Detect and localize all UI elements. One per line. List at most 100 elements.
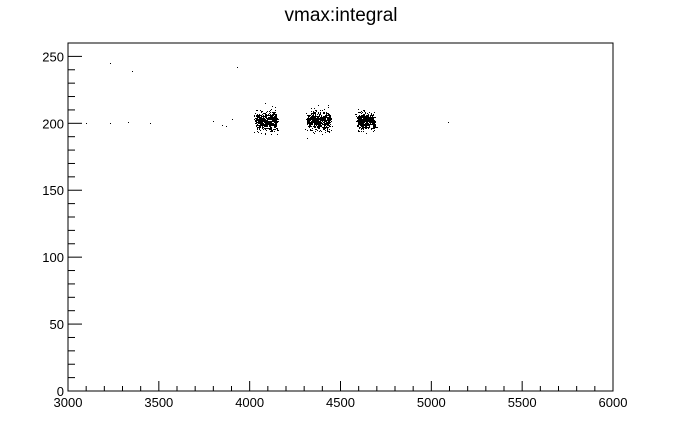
- data-point: [258, 123, 259, 124]
- data-point: [274, 114, 275, 115]
- data-point: [307, 119, 308, 120]
- data-point: [365, 123, 366, 124]
- data-point: [321, 120, 322, 121]
- data-point: [274, 129, 275, 130]
- data-point: [320, 120, 321, 121]
- data-point: [265, 116, 266, 117]
- data-point: [308, 123, 309, 124]
- data-point: [329, 119, 330, 120]
- data-point: [375, 121, 376, 122]
- data-point: [364, 122, 365, 123]
- data-point: [371, 113, 372, 114]
- data-point: [313, 119, 314, 120]
- data-point: [110, 63, 111, 64]
- data-point: [319, 131, 320, 132]
- data-point: [271, 130, 272, 131]
- data-point: [324, 121, 325, 122]
- data-point: [270, 128, 271, 129]
- data-point: [254, 132, 255, 133]
- x-tick-label: 3000: [54, 395, 83, 410]
- data-point: [309, 127, 310, 128]
- data-point: [261, 115, 262, 116]
- data-point: [312, 123, 313, 124]
- data-point: [275, 123, 276, 124]
- data-point: [327, 131, 328, 132]
- data-point: [262, 114, 263, 115]
- data-point: [359, 112, 360, 113]
- data-point: [361, 123, 362, 124]
- data-point: [86, 123, 87, 124]
- data-point: [363, 126, 364, 127]
- data-point: [328, 114, 329, 115]
- data-point: [365, 112, 366, 113]
- data-point: [265, 134, 266, 135]
- data-point: [307, 138, 308, 139]
- data-point: [317, 119, 318, 120]
- data-point: [312, 116, 313, 117]
- data-point: [324, 126, 325, 127]
- data-point: [261, 116, 262, 117]
- data-point: [264, 128, 265, 129]
- data-point: [315, 120, 316, 121]
- data-point: [261, 125, 262, 126]
- data-point: [364, 121, 365, 122]
- data-point: [259, 115, 260, 116]
- data-point: [322, 123, 323, 124]
- data-point: [274, 116, 275, 117]
- data-point: [267, 125, 268, 126]
- data-point: [258, 122, 259, 123]
- data-point: [315, 123, 316, 124]
- data-point: [273, 118, 274, 119]
- data-point: [257, 116, 258, 117]
- data-point: [308, 121, 309, 122]
- data-point: [276, 125, 277, 126]
- data-point: [265, 128, 266, 129]
- data-point: [261, 122, 262, 123]
- data-point: [324, 122, 325, 123]
- data-point: [368, 117, 369, 118]
- data-point: [365, 124, 366, 125]
- data-point: [363, 110, 364, 111]
- data-point: [375, 117, 376, 118]
- data-point: [328, 107, 329, 108]
- data-point: [327, 128, 328, 129]
- data-point: [362, 124, 363, 125]
- data-point: [359, 127, 360, 128]
- data-point: [270, 112, 271, 113]
- tick-labels: 3000 3500 4000 4500 5000 5500 6000 0 50 100 150 200…: [42, 49, 627, 410]
- data-point: [276, 115, 277, 116]
- data-point: [368, 121, 369, 122]
- data-point: [271, 119, 272, 120]
- data-point: [270, 126, 271, 127]
- data-point: [132, 71, 133, 72]
- data-point: [257, 125, 258, 126]
- data-point: [274, 118, 275, 119]
- data-point: [309, 120, 310, 121]
- data-point: [359, 116, 360, 117]
- data-point: [315, 116, 316, 117]
- data-point: [365, 113, 366, 114]
- data-point: [366, 117, 367, 118]
- data-point: [325, 128, 326, 129]
- data-point: [273, 115, 274, 116]
- data-point: [326, 124, 327, 125]
- data-point: [358, 119, 359, 120]
- data-point: [315, 119, 316, 120]
- data-point: [322, 117, 323, 118]
- data-point: [313, 120, 314, 121]
- data-point: [323, 117, 324, 118]
- data-point: [360, 122, 361, 123]
- data-point: [312, 122, 313, 123]
- data-point: [275, 114, 276, 115]
- data-point: [328, 113, 329, 114]
- data-point: [322, 119, 323, 120]
- data-point: [315, 114, 316, 115]
- data-point: [261, 120, 262, 121]
- data-point: [363, 122, 364, 123]
- data-point: [319, 123, 320, 124]
- data-point: [312, 124, 313, 125]
- data-point: [325, 120, 326, 121]
- data-point: [373, 124, 374, 125]
- data-point: [311, 126, 312, 127]
- data-point: [264, 126, 265, 127]
